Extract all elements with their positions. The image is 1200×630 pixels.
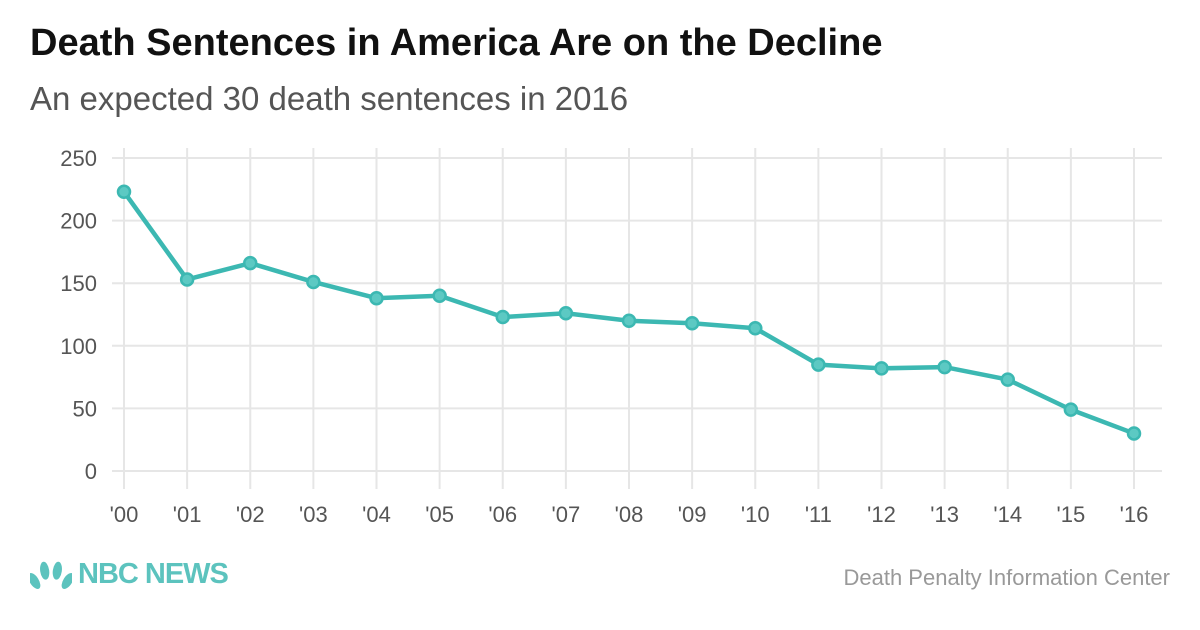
data-points — [116, 184, 1142, 441]
data-point — [811, 357, 826, 372]
chart-subtitle: An expected 30 death sentences in 2016 — [30, 80, 629, 117]
data-point — [369, 290, 384, 306]
x-tick-label: '00 — [110, 502, 139, 527]
y-tick-label: 50 — [73, 396, 97, 421]
x-tick-label: '14 — [993, 502, 1022, 527]
grid-lines — [112, 148, 1162, 489]
data-point — [243, 255, 258, 271]
data-point — [1000, 372, 1015, 387]
data-point — [621, 313, 637, 329]
data-point — [179, 272, 195, 287]
data-point — [874, 361, 889, 376]
data-point — [1063, 402, 1079, 417]
y-tick-label: 250 — [60, 146, 97, 171]
x-tick-label: '08 — [615, 502, 644, 527]
data-point — [432, 288, 447, 303]
source-credit: Death Penalty Information Center — [843, 565, 1170, 590]
data-point — [116, 184, 132, 200]
data-point — [495, 309, 510, 325]
y-tick-label: 100 — [60, 334, 97, 359]
x-tick-label: '03 — [299, 502, 328, 527]
x-tick-label: '10 — [741, 502, 770, 527]
data-point — [1126, 426, 1142, 441]
x-tick-label: '06 — [488, 502, 517, 527]
x-tick-label: '16 — [1120, 502, 1149, 527]
x-tick-label: '13 — [930, 502, 959, 527]
x-tick-label: '04 — [362, 502, 391, 527]
x-tick-label: '15 — [1057, 502, 1086, 527]
x-tick-label: '07 — [552, 502, 581, 527]
data-point — [684, 316, 700, 331]
peacock-icon — [30, 561, 72, 589]
nbc-news-logo: NBC NEWS — [30, 558, 229, 591]
data-point — [306, 274, 321, 290]
x-tick-label: '02 — [236, 502, 265, 527]
y-tick-label: 150 — [60, 271, 97, 296]
x-tick-label: '05 — [425, 502, 454, 527]
chart-title: Death Sentences in America Are on the De… — [30, 22, 883, 64]
x-axis-tick-labels: '00 '01 '02 '03 '04 '05 '06 '07 '08 '09 '10 '11 '12 '… — [110, 502, 1149, 527]
logo-wordmark: NBC NEWS — [78, 558, 229, 590]
x-tick-label: '12 — [867, 502, 896, 527]
data-point — [558, 305, 574, 321]
x-tick-label: '01 — [173, 502, 202, 527]
x-tick-label: '09 — [678, 502, 707, 527]
y-axis-tick-labels: 0 50 100 150 200 250 — [60, 146, 97, 484]
y-tick-label: 0 — [85, 459, 97, 484]
y-tick-label: 200 — [60, 209, 97, 234]
data-point — [748, 321, 763, 336]
data-point — [937, 359, 952, 375]
x-tick-label: '11 — [805, 502, 832, 527]
